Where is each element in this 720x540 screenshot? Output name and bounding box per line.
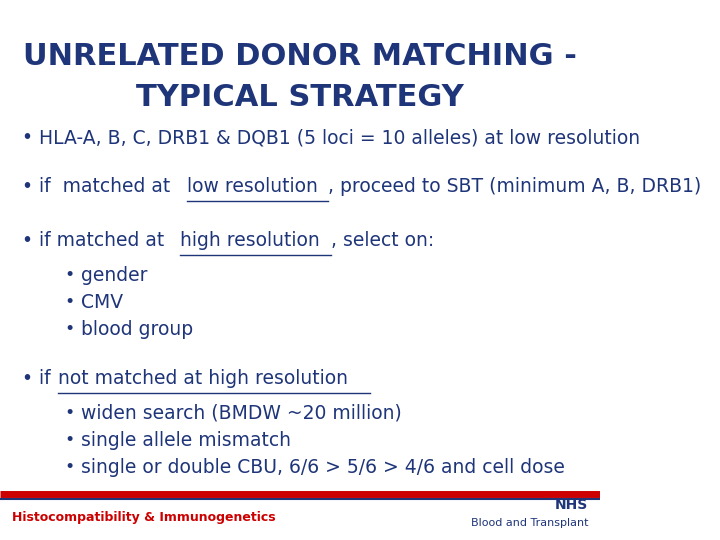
Text: not matched at high resolution: not matched at high resolution: [58, 368, 348, 388]
Text: high resolution: high resolution: [180, 231, 320, 250]
Text: HLA-A, B, C, DRB1 & DQB1 (5 loci = 10 alleles) at low resolution: HLA-A, B, C, DRB1 & DQB1 (5 loci = 10 al…: [39, 128, 640, 147]
Text: NHS: NHS: [555, 498, 588, 512]
Text: •: •: [64, 293, 74, 312]
Text: , select on:: , select on:: [330, 231, 434, 250]
Text: •: •: [64, 266, 74, 285]
Text: •: •: [64, 458, 74, 476]
Text: TYPICAL STRATEGY: TYPICAL STRATEGY: [136, 83, 464, 112]
Text: if  matched at: if matched at: [39, 177, 176, 196]
Text: •: •: [64, 431, 74, 449]
Text: if matched at: if matched at: [39, 231, 170, 250]
Text: CMV: CMV: [81, 293, 123, 312]
Text: •: •: [22, 231, 32, 250]
Text: •: •: [22, 128, 32, 147]
Text: Histocompatibility & Immunogenetics: Histocompatibility & Immunogenetics: [12, 511, 276, 524]
Text: single or double CBU, 6/6 > 5/6 > 4/6 and cell dose: single or double CBU, 6/6 > 5/6 > 4/6 an…: [81, 457, 565, 477]
Text: widen search (BMDW ~20 million): widen search (BMDW ~20 million): [81, 403, 402, 423]
Text: , proceed to SBT (minimum A, B, DRB1): , proceed to SBT (minimum A, B, DRB1): [328, 177, 701, 196]
Text: low resolution: low resolution: [186, 177, 318, 196]
Text: Blood and Transplant: Blood and Transplant: [471, 518, 588, 528]
Text: blood group: blood group: [81, 320, 193, 339]
Text: •: •: [22, 177, 32, 196]
Text: UNRELATED DONOR MATCHING -: UNRELATED DONOR MATCHING -: [23, 42, 577, 71]
Text: single allele mismatch: single allele mismatch: [81, 430, 291, 450]
Text: •: •: [64, 404, 74, 422]
Text: if: if: [39, 368, 57, 388]
Text: •: •: [22, 368, 32, 388]
Text: gender: gender: [81, 266, 148, 285]
Text: •: •: [64, 320, 74, 339]
